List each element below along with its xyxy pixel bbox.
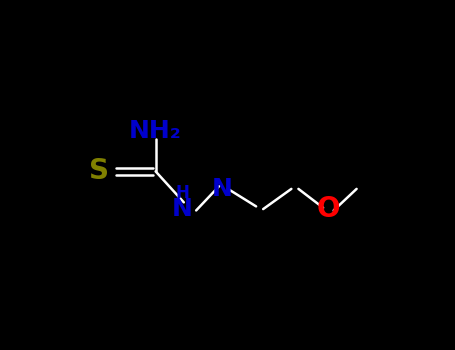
Text: NH₂: NH₂ xyxy=(129,119,182,143)
Text: O: O xyxy=(317,195,340,223)
Text: H: H xyxy=(175,184,189,202)
Text: S: S xyxy=(89,158,109,186)
Text: N: N xyxy=(172,197,192,221)
Text: N: N xyxy=(212,177,233,201)
